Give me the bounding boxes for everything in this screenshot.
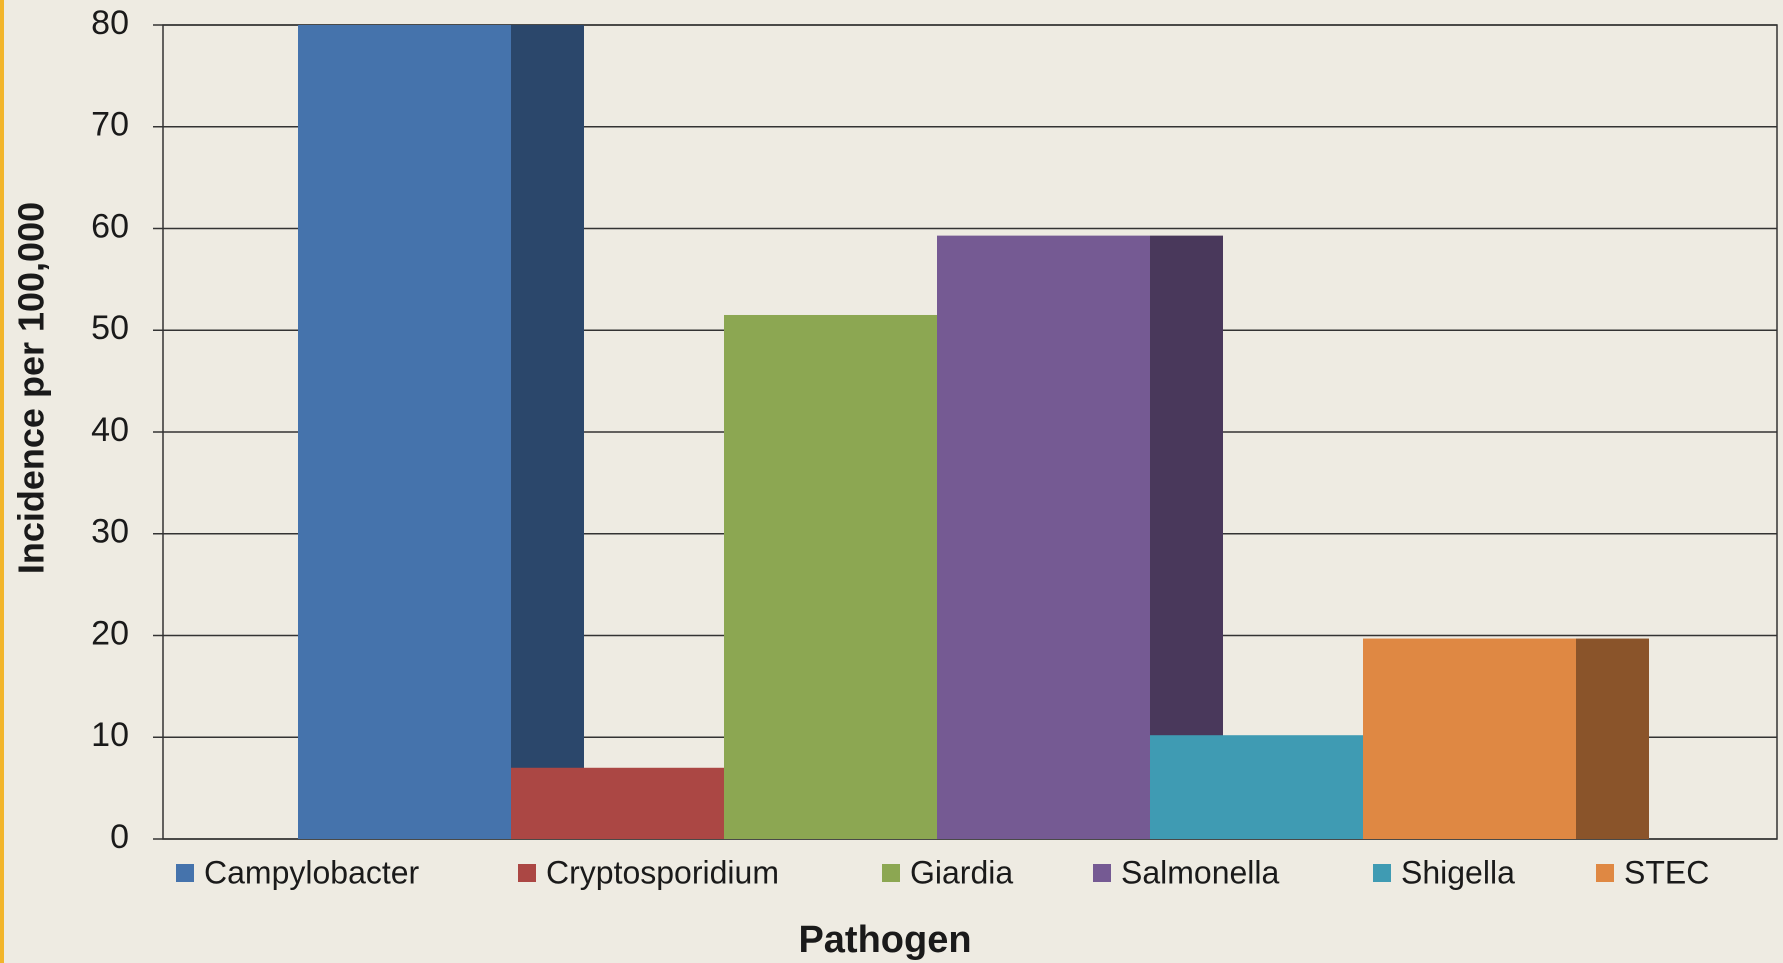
y-tick-label: 10 — [91, 716, 129, 754]
legend-swatch — [176, 864, 194, 882]
legend-swatch — [518, 864, 536, 882]
legend-swatch — [1596, 864, 1614, 882]
y-axis-label: Incidence per 100,000 — [11, 202, 52, 574]
legend-label: STEC — [1624, 854, 1709, 890]
bar — [724, 314, 937, 839]
y-tick-label: 60 — [91, 207, 129, 245]
legend-label: Giardia — [910, 854, 1013, 890]
y-tick-label: 20 — [91, 614, 129, 652]
bar — [511, 767, 724, 839]
y-tick-label: 70 — [91, 106, 129, 144]
bar — [298, 25, 511, 839]
y-tick-label: 80 — [91, 4, 129, 42]
left-border — [0, 0, 4, 963]
legend-label: Salmonella — [1121, 854, 1280, 890]
bar-side — [511, 25, 584, 839]
bar — [1363, 638, 1576, 839]
y-tick-label: 40 — [91, 411, 129, 449]
bar — [1150, 735, 1363, 839]
x-axis-label: Pathogen — [798, 919, 971, 961]
y-tick-label: 30 — [91, 513, 129, 551]
y-tick-label: 50 — [91, 309, 129, 347]
legend-label: Cryptosporidium — [546, 854, 779, 890]
legend-swatch — [1093, 864, 1111, 882]
legend-swatch — [1373, 864, 1391, 882]
y-tick-label: 0 — [110, 818, 129, 856]
legend-label: Campylobacter — [204, 854, 420, 890]
legend-label: Shigella — [1401, 854, 1515, 890]
legend-swatch — [882, 864, 900, 882]
bar-side — [1576, 638, 1649, 839]
bar — [937, 235, 1150, 839]
